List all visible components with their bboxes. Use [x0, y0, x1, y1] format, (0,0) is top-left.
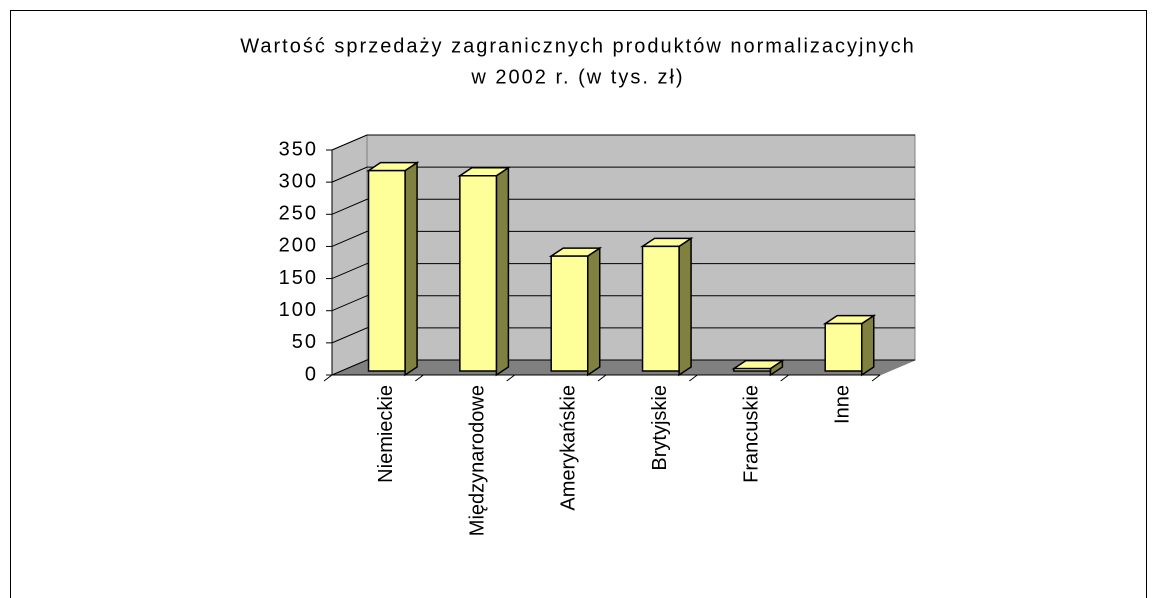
grid-line — [331, 230, 915, 247]
x-tick — [506, 374, 515, 382]
grid-line — [331, 295, 915, 312]
y-tick-label: 150 — [279, 267, 318, 289]
bar-front — [641, 245, 680, 372]
x-tick-label: Niemieckie — [375, 385, 397, 483]
y-tick-label: 0 — [305, 363, 318, 385]
grid-line — [331, 166, 915, 183]
y-tick-label: 350 — [279, 138, 318, 160]
y-tick-label: 50 — [292, 331, 318, 353]
chart-title: w 2002 r. (w tys. zł) — [470, 66, 684, 88]
bar — [640, 237, 694, 377]
grid-line — [331, 327, 915, 344]
bar — [731, 359, 785, 377]
chart-title: Wartość sprzedaży zagranicznych produktó… — [240, 35, 915, 57]
x-tick-label: Amerykańskie — [558, 385, 580, 511]
x-tick — [323, 374, 333, 382]
x-tick — [597, 374, 607, 382]
bar-front — [733, 367, 772, 372]
grid-line — [331, 359, 915, 376]
side-wall — [331, 134, 368, 376]
x-tick-label: Inne — [832, 385, 854, 424]
y-tick-label: 100 — [279, 299, 318, 321]
bar — [457, 166, 511, 377]
bar-side — [404, 161, 418, 377]
bar-front — [550, 255, 589, 372]
x-tick — [871, 374, 881, 382]
bar — [822, 314, 877, 377]
grid-line — [331, 263, 915, 280]
y-tick-label: 200 — [279, 235, 318, 257]
bar-front — [824, 322, 863, 372]
bar-side — [495, 166, 510, 377]
bar — [548, 246, 603, 377]
x-tick — [780, 374, 789, 382]
x-tick-label: Brytyjskie — [649, 385, 671, 471]
grid-line — [331, 134, 915, 151]
x-tick-label: Międzynarodowe — [466, 385, 488, 536]
x-tick-label: Francuskie — [740, 385, 762, 483]
x-tick — [689, 374, 698, 382]
bar — [366, 161, 420, 377]
y-tick-label: 300 — [279, 170, 318, 192]
y-tick-label: 250 — [279, 203, 318, 225]
bar-side — [860, 314, 875, 377]
grid-line — [331, 198, 915, 215]
bar-front — [459, 174, 498, 372]
bar-side — [678, 237, 692, 377]
bar-side — [586, 246, 601, 377]
x-tick — [415, 374, 424, 382]
bar-front — [367, 169, 406, 372]
